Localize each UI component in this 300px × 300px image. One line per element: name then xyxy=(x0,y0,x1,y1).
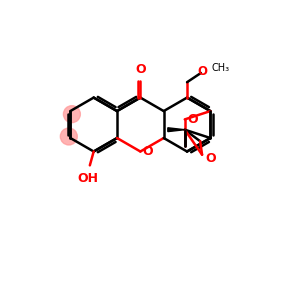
Text: CH₃: CH₃ xyxy=(212,63,230,73)
Text: O: O xyxy=(143,145,153,158)
Circle shape xyxy=(63,106,80,123)
Polygon shape xyxy=(168,128,185,132)
Text: O: O xyxy=(135,63,146,76)
Text: O: O xyxy=(205,152,216,165)
Text: O: O xyxy=(197,65,207,78)
Text: OH: OH xyxy=(77,172,98,184)
Circle shape xyxy=(60,128,77,145)
Text: O: O xyxy=(187,113,198,126)
